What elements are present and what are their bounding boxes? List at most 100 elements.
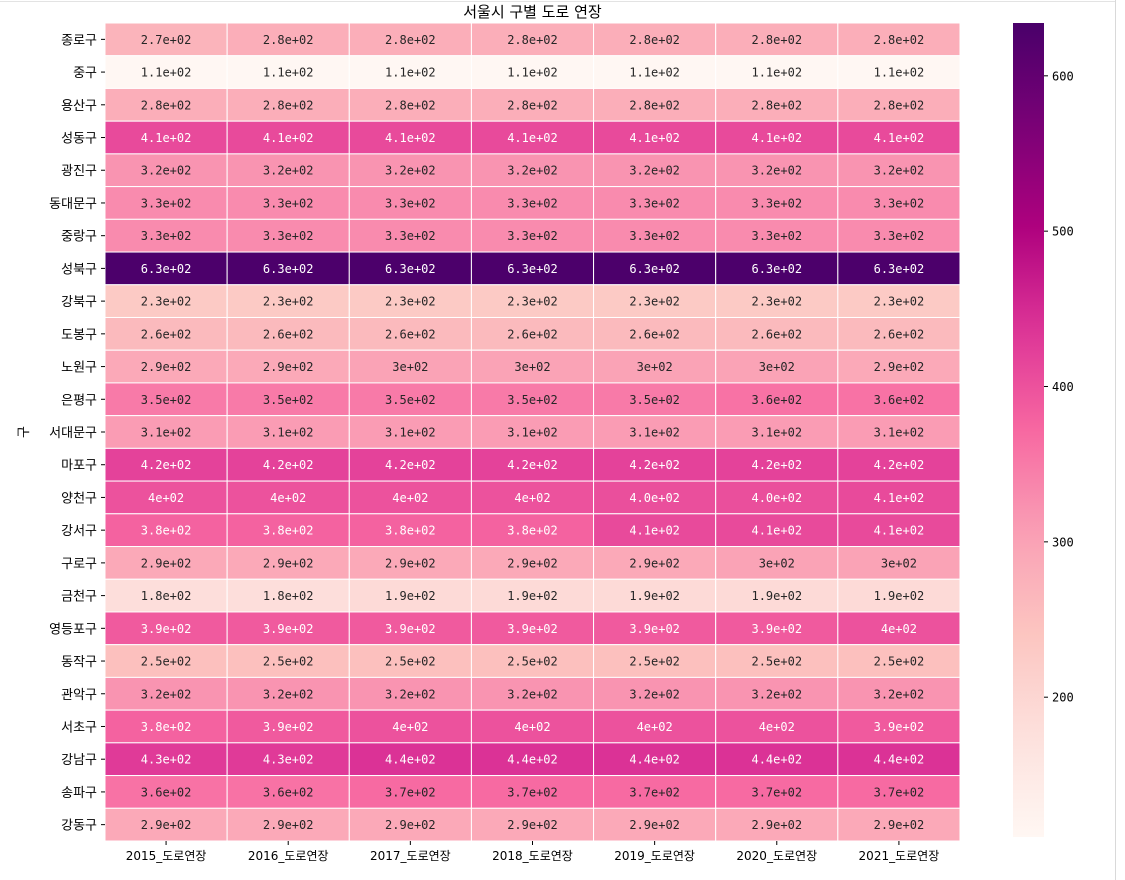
heatmap-cell bbox=[104, 775, 228, 809]
y-axis-label: 구 bbox=[17, 426, 32, 438]
heatmap-cell bbox=[715, 87, 839, 122]
y-tick-label: 서초구 bbox=[61, 720, 97, 735]
heatmap-cell bbox=[226, 480, 350, 515]
heatmap-cell bbox=[470, 546, 595, 580]
cell-annotation: 1.1e+02 bbox=[629, 66, 680, 80]
heatmap-cell bbox=[715, 251, 839, 286]
cell-annotation: 3.2e+02 bbox=[141, 687, 192, 701]
cell-annotation: 3.2e+02 bbox=[874, 164, 925, 178]
cell-annotation: 2.5e+02 bbox=[874, 655, 925, 669]
heatmap-cell bbox=[593, 153, 717, 188]
cell-annotation: 1.9e+02 bbox=[629, 589, 680, 603]
cell-annotation: 4.2e+02 bbox=[507, 458, 558, 472]
heatmap-cell bbox=[226, 742, 350, 777]
heatmap-cell bbox=[715, 349, 839, 384]
heatmap-cell bbox=[837, 676, 961, 711]
heatmap-cell bbox=[593, 480, 717, 515]
heatmap-cell bbox=[715, 316, 839, 351]
heatmap-cell bbox=[226, 676, 350, 711]
cell-annotation: 2.9e+02 bbox=[141, 360, 192, 374]
heatmap-cell bbox=[715, 709, 839, 744]
heatmap-cell bbox=[470, 153, 595, 188]
cell-annotation: 3.2e+02 bbox=[385, 164, 436, 178]
cell-annotation: 3.2e+02 bbox=[507, 164, 558, 178]
cell-annotation: 3.6e+02 bbox=[141, 785, 192, 799]
heatmap-cell bbox=[715, 382, 839, 417]
cell-annotation: 1.1e+02 bbox=[141, 66, 192, 80]
heatmap-cell bbox=[226, 447, 350, 482]
heatmap-cell bbox=[348, 415, 472, 449]
cell-annotation: 3.9e+02 bbox=[263, 622, 314, 636]
heatmap-cell bbox=[470, 644, 595, 678]
cell-annotation: 4.4e+02 bbox=[629, 753, 680, 767]
cell-annotation: 3.7e+02 bbox=[385, 785, 436, 799]
heatmap-cell bbox=[593, 349, 717, 384]
cell-annotation: 2.3e+02 bbox=[263, 295, 314, 309]
y-tick-label: 영등포구 bbox=[49, 622, 97, 637]
cell-annotation: 2.8e+02 bbox=[874, 98, 925, 112]
heatmap-cell bbox=[593, 218, 717, 253]
y-tick-label: 양천구 bbox=[61, 491, 97, 506]
cell-annotation: 3.9e+02 bbox=[751, 622, 802, 636]
heatmap-cell bbox=[104, 284, 228, 318]
cell-annotation: 2.6e+02 bbox=[629, 327, 680, 341]
cell-annotation: 3.3e+02 bbox=[874, 196, 925, 210]
cell-annotation: 3e+02 bbox=[759, 556, 795, 570]
cell-annotation: 2.3e+02 bbox=[507, 295, 558, 309]
cell-annotation: 2.9e+02 bbox=[751, 818, 802, 832]
cell-annotation: 3.2e+02 bbox=[263, 164, 314, 178]
heatmap-cell bbox=[593, 415, 717, 449]
cell-annotation: 3.7e+02 bbox=[874, 785, 925, 799]
heatmap-cell bbox=[470, 611, 595, 646]
heatmap-cell bbox=[715, 546, 839, 580]
heatmap-cell bbox=[593, 513, 717, 548]
cell-annotation: 2.9e+02 bbox=[263, 556, 314, 570]
heatmap-cell bbox=[715, 447, 839, 482]
cell-annotation: 3.5e+02 bbox=[507, 393, 558, 407]
cell-annotation: 2.8e+02 bbox=[507, 33, 558, 47]
cell-annotation: 6.3e+02 bbox=[507, 262, 558, 276]
cell-annotation: 3.5e+02 bbox=[141, 393, 192, 407]
cell-annotation: 3.2e+02 bbox=[507, 687, 558, 701]
heatmap-cell bbox=[837, 87, 961, 122]
heatmap-cell bbox=[837, 513, 961, 548]
heatmap-cell bbox=[470, 480, 595, 515]
heatmap-cell bbox=[715, 742, 839, 777]
cell-annotation: 3.6e+02 bbox=[874, 393, 925, 407]
cell-annotation: 2.6e+02 bbox=[507, 327, 558, 341]
cell-annotation: 2.3e+02 bbox=[141, 295, 192, 309]
cell-annotation: 3.2e+02 bbox=[263, 687, 314, 701]
cell-annotation: 2.9e+02 bbox=[263, 818, 314, 832]
cell-annotation: 2.8e+02 bbox=[751, 98, 802, 112]
heatmap-cell bbox=[348, 349, 472, 384]
y-tick-label: 중랑구 bbox=[61, 230, 97, 245]
heatmap-cell bbox=[837, 611, 961, 646]
cell-annotation: 4e+02 bbox=[148, 491, 184, 505]
cell-annotation: 3.9e+02 bbox=[874, 720, 925, 734]
cell-annotation: 3.3e+02 bbox=[141, 196, 192, 210]
cell-annotation: 1.8e+02 bbox=[141, 589, 192, 603]
cell-annotation: 4e+02 bbox=[392, 491, 428, 505]
cell-annotation: 3.2e+02 bbox=[751, 164, 802, 178]
colorbar bbox=[1013, 23, 1044, 837]
cell-annotation: 3e+02 bbox=[637, 360, 673, 374]
cell-annotation: 4.0e+02 bbox=[751, 491, 802, 505]
cell-annotation: 6.3e+02 bbox=[263, 262, 314, 276]
cell-annotation: 3e+02 bbox=[881, 556, 917, 570]
y-tick-label: 서대문구 bbox=[49, 426, 97, 441]
top-border bbox=[0, 1, 1116, 2]
heatmap-cell bbox=[837, 218, 961, 253]
cell-annotation: 4.1e+02 bbox=[385, 131, 436, 145]
cell-annotation: 2.6e+02 bbox=[751, 327, 802, 341]
heatmap-cell bbox=[226, 415, 350, 449]
cell-annotation: 2.3e+02 bbox=[385, 295, 436, 309]
cell-annotation: 3.3e+02 bbox=[141, 229, 192, 243]
heatmap-cell bbox=[226, 513, 350, 548]
heatmap-cell bbox=[104, 153, 228, 188]
cell-annotation: 3e+02 bbox=[759, 360, 795, 374]
cell-annotation: 2.8e+02 bbox=[263, 33, 314, 47]
cell-annotation: 4.2e+02 bbox=[874, 458, 925, 472]
cell-annotation: 4.1e+02 bbox=[751, 524, 802, 538]
heatmap-cell bbox=[593, 87, 717, 122]
x-tick-label: 2019_도로연장 bbox=[614, 849, 695, 863]
